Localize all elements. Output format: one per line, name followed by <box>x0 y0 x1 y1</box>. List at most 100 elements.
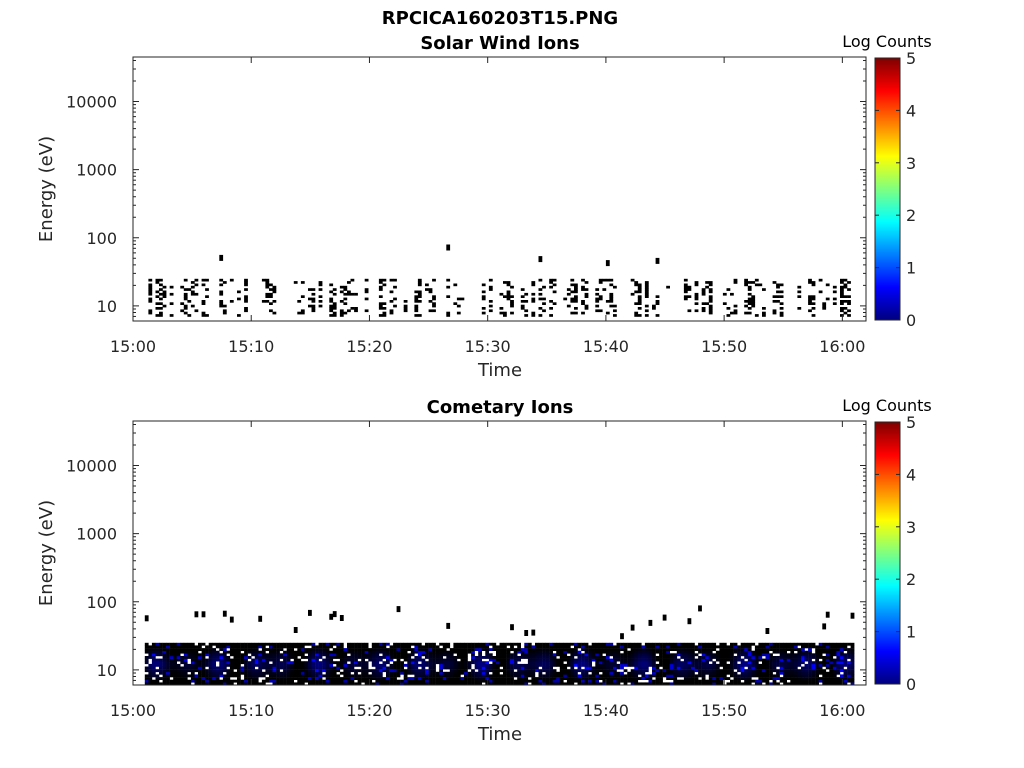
heatmap-cell <box>407 653 412 657</box>
heatmap-cell <box>272 656 277 659</box>
heatmap-cell <box>180 674 185 678</box>
heatmap-cell <box>300 645 305 649</box>
heatmap-cell <box>446 682 451 686</box>
heatmap-cell <box>850 612 855 619</box>
heatmap-cell <box>421 650 426 654</box>
heatmap-cell <box>222 642 227 646</box>
heatmap-cell <box>829 653 834 657</box>
heatmap-cell <box>364 653 369 657</box>
heatmap-cell <box>666 645 670 649</box>
heatmap-cell <box>449 671 454 675</box>
heatmap-cell <box>673 666 678 670</box>
heatmap-cell <box>354 648 358 651</box>
heatmap-cell <box>520 304 525 308</box>
heatmap-cell <box>449 648 454 651</box>
heatmap-cell <box>588 648 592 651</box>
heatmap-cell <box>708 309 713 313</box>
heatmap-cell <box>549 677 553 680</box>
heatmap-cell <box>801 679 805 683</box>
heatmap-cell <box>343 658 348 662</box>
heatmap-cell <box>637 295 642 298</box>
heatmap-cell <box>801 658 805 662</box>
heatmap-cell <box>183 278 188 282</box>
heatmap-cell <box>247 666 252 670</box>
heatmap-cell <box>680 674 685 678</box>
heatmap-cell <box>194 292 199 296</box>
heatmap-cell <box>478 653 482 657</box>
heatmap-cell <box>843 663 848 667</box>
heatmap-cell <box>701 682 706 686</box>
heatmap-cell <box>595 292 600 296</box>
heatmap-cell <box>212 666 216 670</box>
heatmap-cell <box>613 679 617 683</box>
heatmap-cell <box>563 645 568 649</box>
heatmap-cell <box>464 666 468 670</box>
heatmap-cell <box>396 671 401 675</box>
heatmap-cell <box>825 677 830 680</box>
heatmap-cell <box>659 671 663 675</box>
heatmap-cell <box>279 677 284 680</box>
heatmap-cell <box>659 677 663 680</box>
heatmap-cell <box>542 661 546 665</box>
heatmap-cell <box>442 642 447 646</box>
heatmap-cell <box>247 642 252 646</box>
heatmap-cell <box>673 669 678 673</box>
heatmap-cell <box>641 656 646 659</box>
heatmap-cell <box>506 292 511 296</box>
heatmap-cell <box>435 671 440 675</box>
heatmap-cell <box>467 642 472 646</box>
heatmap-cell <box>769 642 773 646</box>
heatmap-cell <box>354 661 358 665</box>
heatmap-cell <box>825 297 830 301</box>
heatmap-cell <box>382 656 387 659</box>
heatmap-cell <box>655 648 660 651</box>
heatmap-cell <box>733 661 738 665</box>
heatmap-cell <box>318 295 323 298</box>
heatmap-cell <box>620 674 624 678</box>
heatmap-cell <box>421 663 426 667</box>
heatmap-cell <box>453 642 458 646</box>
heatmap-cell <box>701 650 706 654</box>
heatmap-cell <box>194 653 199 657</box>
heatmap-cell <box>811 653 816 657</box>
heatmap-cell <box>527 642 532 646</box>
heatmap-cell <box>350 648 355 651</box>
heatmap-cell <box>747 679 752 683</box>
heatmap-cell <box>503 661 507 665</box>
heatmap-cell <box>744 283 748 287</box>
heatmap-cell <box>240 679 245 683</box>
heatmap-cell <box>190 666 195 670</box>
heatmap-cell <box>378 671 383 675</box>
heatmap-cell <box>595 656 600 659</box>
heatmap-cell <box>783 648 787 651</box>
heatmap-cell <box>151 679 156 683</box>
heatmap-cell <box>581 311 585 315</box>
heatmap-cell <box>676 674 681 678</box>
heatmap-cell <box>464 663 468 667</box>
heatmap-cell <box>570 679 575 683</box>
heatmap-cell <box>464 642 468 646</box>
heatmap-cell <box>733 309 738 313</box>
heatmap-cell <box>808 666 812 670</box>
heatmap-cell <box>332 650 337 654</box>
heatmap-cell <box>620 666 624 670</box>
heatmap-cell <box>520 656 525 659</box>
heatmap-cell <box>683 288 688 291</box>
heatmap-cell <box>737 666 741 670</box>
heatmap-cell <box>166 674 170 678</box>
heatmap-cell <box>694 648 699 651</box>
heatmap-cell <box>240 658 245 662</box>
heatmap-cell <box>300 663 305 667</box>
heatmap-cell <box>410 653 415 657</box>
heatmap-cell <box>265 677 270 680</box>
heatmap-cell <box>371 677 376 680</box>
heatmap-cell <box>581 653 585 657</box>
heatmap-cell <box>598 661 603 665</box>
heatmap-cell <box>496 666 500 670</box>
heatmap-cell <box>293 650 298 654</box>
heatmap-cell <box>453 677 458 680</box>
heatmap-cell <box>219 300 224 303</box>
heatmap-cell <box>832 677 837 680</box>
heatmap-cell <box>815 656 819 659</box>
heatmap-cell <box>769 645 773 649</box>
